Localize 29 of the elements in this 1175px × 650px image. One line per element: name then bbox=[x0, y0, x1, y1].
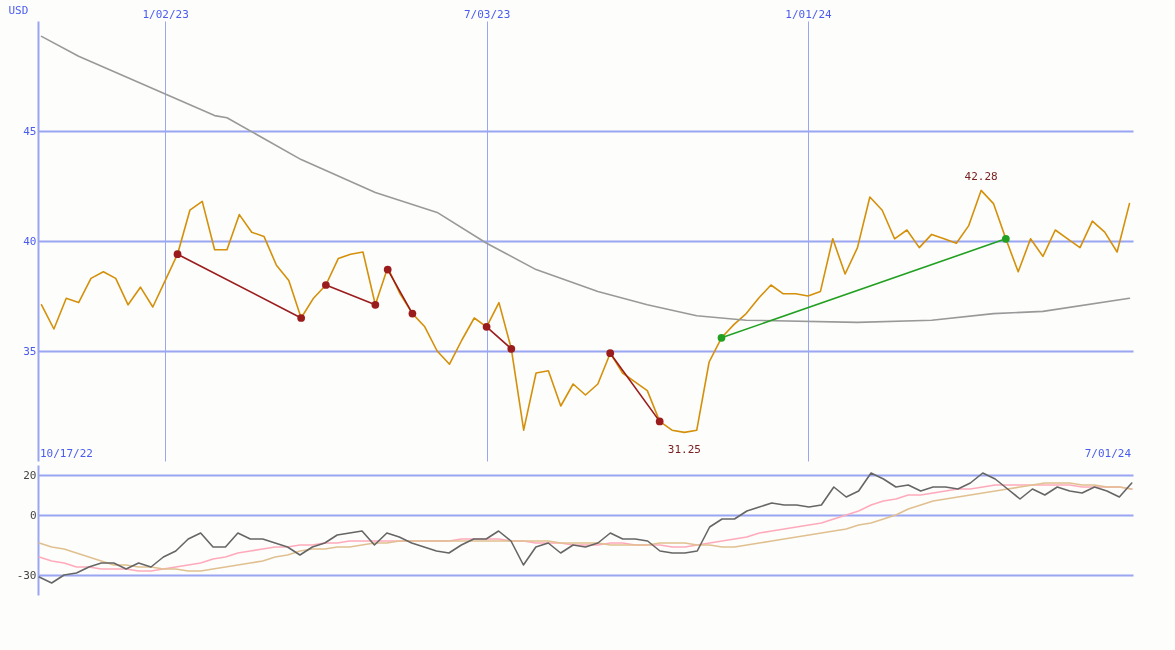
x-tick-label: 7/03/23 bbox=[463, 7, 511, 21]
x-tick-label: 1/01/24 bbox=[785, 7, 833, 21]
annotation: 10/17/22 bbox=[40, 447, 93, 460]
point bbox=[482, 322, 491, 331]
line-series bbox=[40, 35, 1131, 324]
line-series bbox=[38, 472, 1133, 584]
point bbox=[322, 281, 330, 289]
y-tick-label: 35 bbox=[23, 344, 37, 358]
point bbox=[383, 265, 392, 274]
line-series bbox=[40, 189, 1131, 434]
y-tick-label: 20 bbox=[23, 468, 37, 482]
point bbox=[1001, 234, 1010, 243]
y-tick-label: 0 bbox=[29, 508, 37, 522]
point bbox=[408, 309, 417, 318]
y-axis-title: USD bbox=[8, 3, 29, 17]
point bbox=[507, 344, 516, 353]
y-tick-label: -30 bbox=[16, 568, 37, 582]
point bbox=[371, 300, 380, 309]
point bbox=[606, 349, 615, 358]
y-tick-label: 45 bbox=[23, 124, 37, 138]
point bbox=[655, 417, 664, 426]
point bbox=[297, 314, 306, 322]
annotation: 7/01/24 bbox=[1084, 447, 1132, 460]
point bbox=[717, 333, 726, 342]
y-tick-label: 40 bbox=[23, 234, 37, 248]
annotation: 31.25 bbox=[667, 442, 701, 456]
x-tick-label: 1/02/23 bbox=[142, 7, 189, 21]
point bbox=[173, 250, 182, 259]
annotation: 42.28 bbox=[964, 169, 998, 183]
